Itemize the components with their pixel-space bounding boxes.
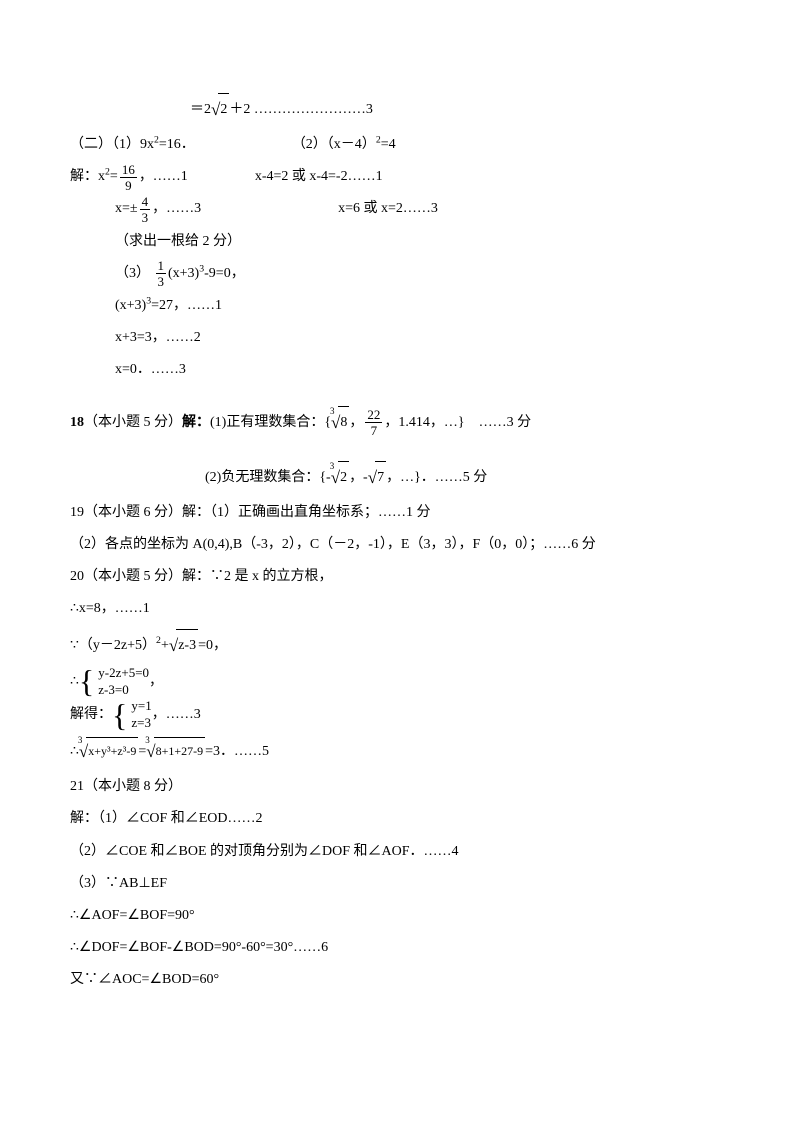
line-solve-1: 解：x2=169，……1 x-4=2 或 x-4=-2……1 xyxy=(70,161,724,193)
text: ∴ xyxy=(70,674,79,689)
sqrt-2: √2 xyxy=(211,90,229,129)
text: (1)正有理数集合：{ xyxy=(210,414,331,429)
line-q21-3b: ∴∠AOF=∠BOF=90° xyxy=(70,900,724,932)
text: （2）∠COE 和∠BOE 的对顶角分别为∠DOF 和∠AOF．……4 xyxy=(70,844,459,859)
text: x=6 或 x=2……3 xyxy=(338,201,438,216)
line-q21-3d: 又∵∠AOC=∠BOD=60° xyxy=(70,964,724,996)
line-x0: x=0．……3 xyxy=(70,354,724,386)
line-x3: x+3=3，……2 xyxy=(70,322,724,354)
text: ，……3 xyxy=(152,708,201,723)
text: （本小题 5 分） xyxy=(84,414,182,429)
text: x=± xyxy=(115,201,138,216)
line-part3: （3） 13(x+3)3-9=0， xyxy=(70,258,724,290)
q18-number: 18 xyxy=(70,414,84,429)
text: ∵（y－2z+5） xyxy=(70,637,156,652)
text: （3）∵AB⊥EF xyxy=(70,876,167,891)
text: 20（本小题 5 分）解：∵2 是 x 的立方根， xyxy=(70,569,333,584)
text: x=0．……3 xyxy=(115,362,186,377)
text: （2）各点的坐标为 A(0,4),B（-3，2），C（－2，-1），E（3，3）… xyxy=(70,537,596,552)
line-q21-1: 解：（1）∠COF 和∠EOD……2 xyxy=(70,803,724,835)
line-solve-2: x=±43，……3 x=6 或 x=2……3 xyxy=(70,193,724,225)
text: = xyxy=(110,169,118,184)
line-cube-27: (x+3)3=27，……1 xyxy=(70,290,724,322)
text: z=3 xyxy=(131,715,151,730)
text: 解：（1）∠COF 和∠EOD……2 xyxy=(70,811,263,826)
text: 21（本小题 8 分） xyxy=(70,779,182,794)
line-cbrt-result: ∴3√x+y³+z³-9=3√8+1+27-9=3．……5 xyxy=(70,732,724,771)
text: 又∵∠AOC=∠BOD=60° xyxy=(70,972,219,987)
text: =0， xyxy=(198,637,227,652)
line-q21: 21（本小题 8 分） xyxy=(70,771,724,803)
text: ＋2 ……………………3 xyxy=(229,102,373,117)
text: （二）（1）9x xyxy=(70,137,154,152)
text: ，- xyxy=(349,469,368,484)
text: ＝2 xyxy=(190,102,211,117)
text: ∴∠DOF=∠BOF-∠BOD=90°-60°=30°……6 xyxy=(70,940,328,955)
text: =27，……1 xyxy=(151,298,222,313)
text: 解：x xyxy=(70,169,105,184)
text: ，……1 xyxy=(139,169,188,184)
line-q18-2: (2)负无理数集合：{-3√2，-√7，…}．……5 分 xyxy=(70,458,724,497)
line-x8: ∴x=8，……1 xyxy=(70,593,724,625)
text: (x+3) xyxy=(115,298,146,313)
text: =4 xyxy=(381,137,396,152)
text: =3．……5 xyxy=(205,744,269,759)
text: + xyxy=(161,637,169,652)
line-part2-heading: （二）（1）9x2=16． （2）（x－4）2=4 xyxy=(70,129,724,161)
text: 19（本小题 6 分）解：（1）正确画出直角坐标系；……1 分 xyxy=(70,505,431,520)
frac-16-9: 169 xyxy=(120,163,137,192)
text: y=1 xyxy=(131,698,151,713)
line-q20: 20（本小题 5 分）解：∵2 是 x 的立方根， xyxy=(70,561,724,593)
left-brace: { xyxy=(112,701,127,730)
text: （求出一根给 2 分） xyxy=(115,234,241,249)
line-system2: 解得：{ y=1 z=3，……3 xyxy=(70,698,724,732)
frac-1-3: 13 xyxy=(156,259,167,288)
text: （2）（x－4） xyxy=(292,137,376,152)
cbrt-2: 3√2 xyxy=(331,458,349,497)
line-q18: 18（本小题 5 分）解：(1)正有理数集合：{3√8，227，1.414，…}… xyxy=(70,403,724,442)
sqrt-z3: √z-3 xyxy=(169,626,198,665)
line-q21-2: （2）∠COE 和∠BOE 的对顶角分别为∠DOF 和∠AOF．……4 xyxy=(70,836,724,868)
line-q21-3c: ∴∠DOF=∠BOF-∠BOD=90°-60°=30°……6 xyxy=(70,932,724,964)
line-system1: ∴{ y-2z+5=0 z-3=0 ， xyxy=(70,665,724,699)
text: -9=0， xyxy=(204,266,245,281)
cbrt-expr2: 3√8+1+27-9 xyxy=(146,732,205,771)
line-q19-2: （2）各点的坐标为 A(0,4),B（-3，2），C（－2，-1），E（3，3）… xyxy=(70,529,724,561)
text: x-4=2 或 x-4=-2……1 xyxy=(255,169,383,184)
text: =16． xyxy=(159,137,195,152)
line-q21-3a: （3）∵AB⊥EF xyxy=(70,868,724,900)
text: ， xyxy=(149,674,163,689)
text: 解得： xyxy=(70,708,112,723)
line-note-one-root: （求出一根给 2 分） xyxy=(70,226,724,258)
text: ∴x=8，……1 xyxy=(70,601,150,616)
text: x+3=3，……2 xyxy=(115,330,201,345)
line-sqrt-eq: ∵（y－2z+5）2+√z-3=0， xyxy=(70,626,724,665)
frac-4-3: 43 xyxy=(140,195,151,224)
sqrt-7: √7 xyxy=(368,458,386,497)
text: （3） xyxy=(115,266,150,281)
frac-22-7: 227 xyxy=(365,408,382,437)
text: ，…}．……5 分 xyxy=(386,469,487,484)
text: (x+3) xyxy=(168,266,199,281)
text: ， xyxy=(349,414,363,429)
text: 解： xyxy=(182,414,210,429)
text: z-3=0 xyxy=(98,682,128,697)
text: ，1.414，…} ……3 分 xyxy=(384,414,531,429)
left-brace: { xyxy=(79,667,94,696)
text: (2)负无理数集合：{- xyxy=(205,469,331,484)
line-q19: 19（本小题 6 分）解：（1）正确画出直角坐标系；……1 分 xyxy=(70,497,724,529)
line-eq1: ＝2√2＋2 ……………………3 xyxy=(70,90,724,129)
text: y-2z+5=0 xyxy=(98,665,149,680)
text: ∴∠AOF=∠BOF=90° xyxy=(70,908,195,923)
text: ，……3 xyxy=(152,201,201,216)
cbrt-expr1: 3√x+y³+z³-9 xyxy=(79,732,138,771)
cbrt-8: 3√8 xyxy=(331,403,349,442)
